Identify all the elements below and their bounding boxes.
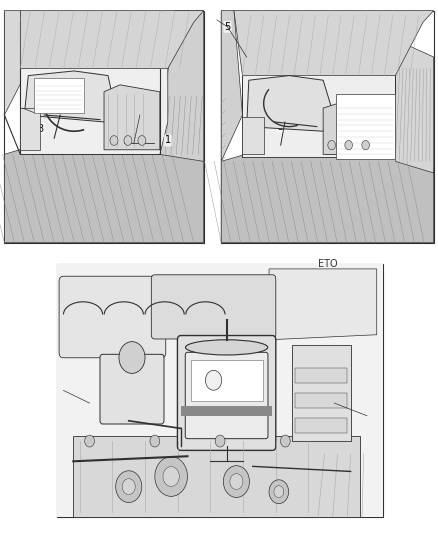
Circle shape: [280, 435, 290, 447]
Text: 3: 3: [278, 122, 284, 132]
Bar: [295, 368, 347, 383]
Text: 3: 3: [37, 124, 43, 134]
FancyBboxPatch shape: [100, 354, 164, 424]
Polygon shape: [247, 76, 332, 131]
Polygon shape: [4, 145, 204, 243]
Bar: [295, 418, 347, 433]
FancyBboxPatch shape: [185, 352, 268, 439]
Circle shape: [138, 135, 146, 146]
Circle shape: [116, 471, 142, 503]
FancyBboxPatch shape: [152, 275, 276, 339]
Polygon shape: [221, 152, 434, 243]
Bar: [191, 360, 262, 401]
Polygon shape: [221, 11, 243, 161]
Circle shape: [119, 342, 145, 374]
Circle shape: [150, 435, 160, 447]
Text: 2: 2: [299, 92, 305, 101]
Polygon shape: [104, 85, 160, 150]
Ellipse shape: [186, 340, 268, 355]
Text: 6: 6: [388, 140, 394, 150]
FancyBboxPatch shape: [59, 276, 166, 358]
Polygon shape: [25, 71, 114, 122]
Circle shape: [124, 135, 132, 146]
Polygon shape: [269, 269, 377, 340]
Bar: [243, 117, 264, 155]
Bar: [20, 108, 40, 150]
Polygon shape: [20, 11, 204, 69]
Bar: [4, 11, 204, 243]
FancyBboxPatch shape: [177, 336, 276, 450]
Polygon shape: [4, 11, 28, 115]
Circle shape: [223, 466, 250, 497]
Polygon shape: [160, 11, 204, 161]
Bar: [57, 264, 383, 517]
Bar: [221, 11, 434, 243]
Circle shape: [205, 370, 222, 390]
Polygon shape: [323, 103, 396, 155]
Polygon shape: [243, 69, 396, 157]
Text: 4: 4: [217, 327, 223, 337]
Bar: [295, 393, 347, 408]
Bar: [336, 94, 396, 159]
Circle shape: [85, 435, 95, 447]
Bar: [34, 78, 84, 112]
Circle shape: [110, 135, 118, 146]
Text: 2: 2: [57, 92, 64, 101]
Circle shape: [122, 479, 135, 495]
Circle shape: [230, 474, 243, 489]
Bar: [57, 264, 383, 517]
Text: 1: 1: [165, 135, 171, 146]
Circle shape: [215, 435, 225, 447]
Bar: [73, 436, 360, 517]
Circle shape: [274, 486, 284, 498]
Circle shape: [163, 466, 179, 487]
Circle shape: [328, 141, 336, 150]
Polygon shape: [20, 22, 168, 155]
Text: 5: 5: [224, 22, 231, 32]
Circle shape: [269, 480, 289, 504]
Circle shape: [155, 457, 187, 496]
Bar: [292, 345, 350, 441]
Polygon shape: [396, 45, 434, 173]
Polygon shape: [234, 11, 434, 76]
Text: ETO: ETO: [318, 259, 337, 269]
Circle shape: [345, 141, 353, 150]
Circle shape: [362, 141, 370, 150]
Bar: [181, 406, 272, 416]
